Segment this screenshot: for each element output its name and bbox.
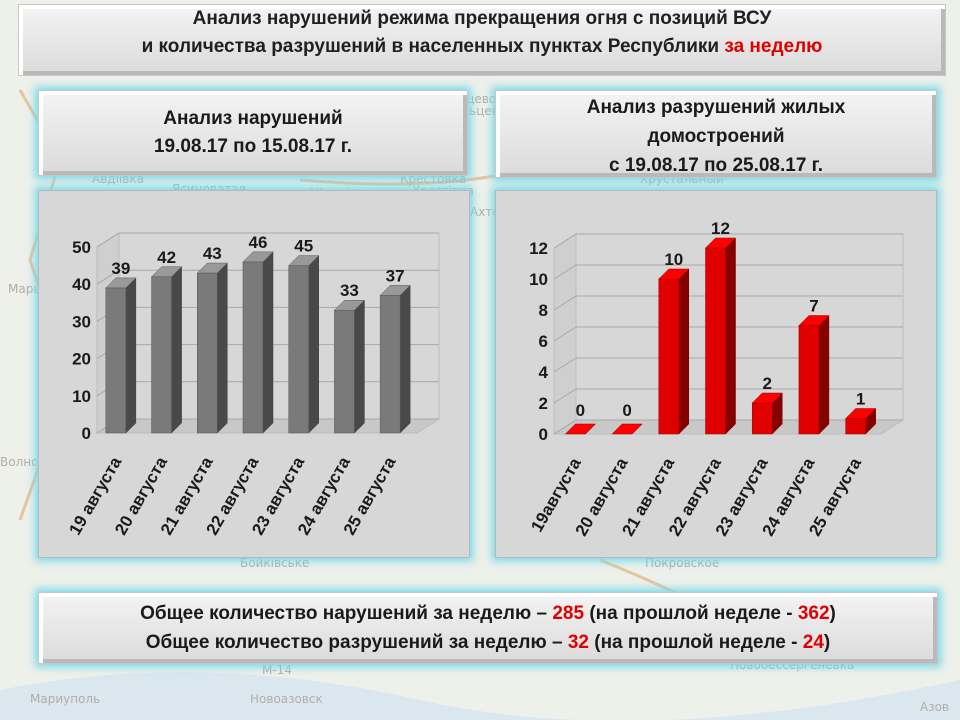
violations-subtitle-line1: Анализ нарушений xyxy=(163,108,343,129)
bar xyxy=(704,237,737,435)
data-label: 1 xyxy=(856,390,865,409)
bar xyxy=(150,266,183,434)
summary-line2-mid: (на прошлой неделе - xyxy=(588,632,803,653)
data-label: 46 xyxy=(249,233,268,252)
map-label: Мариуполь xyxy=(30,692,101,706)
gridline xyxy=(553,295,903,311)
data-label: 2 xyxy=(762,374,771,393)
violations-subtitle-line2: 19.08.17 по 15.08.17 г. xyxy=(153,136,353,157)
data-label: 45 xyxy=(294,237,313,256)
map-label: Азов xyxy=(920,700,950,714)
y-tick-label: 10 xyxy=(529,270,548,289)
y-tick-label: 20 xyxy=(72,350,91,369)
bar xyxy=(288,254,320,434)
y-tick-label: 0 xyxy=(82,424,91,443)
y-tick-label: 4 xyxy=(539,363,549,382)
destruction-subtitle-line2: домостроений xyxy=(647,126,785,147)
title-accent-text: за неделю xyxy=(724,36,823,57)
summary-line1-pre: Общее количество нарушений за неделю – xyxy=(140,603,553,624)
gridline xyxy=(553,233,903,249)
destruction-prev-total: 24 xyxy=(802,632,824,653)
gridline xyxy=(553,357,903,373)
gridline xyxy=(96,269,439,285)
destruction-subtitle-line3: с 19.08.17 по 25.08.17 г. xyxy=(609,155,823,176)
title-banner: Анализ нарушений режима прекращения огня… xyxy=(18,4,946,76)
data-label: 0 xyxy=(576,401,585,420)
destruction-total: 32 xyxy=(567,632,589,653)
violations-subtitle-box: Анализ нарушений 19.08.17 по 15.08.17 г. xyxy=(38,90,468,176)
data-label: 42 xyxy=(157,248,176,267)
data-label: 10 xyxy=(664,250,683,269)
bar xyxy=(564,423,596,435)
violations-prev-total: 362 xyxy=(797,603,830,624)
bar xyxy=(798,314,830,435)
title-line2-text: и количества разрушений в населенных пун… xyxy=(141,36,725,57)
y-tick-label: 40 xyxy=(72,275,91,294)
y-tick-label: 10 xyxy=(72,387,91,406)
bar xyxy=(751,392,783,435)
data-label: 33 xyxy=(340,281,359,300)
destruction-chart-panel: 0 2 4 6 8 10 12 0 19августа 0 20 августа 10 21 авгус… xyxy=(495,190,937,558)
data-label: 37 xyxy=(386,266,405,285)
gridline xyxy=(96,232,439,248)
destruction-subtitle-box: Анализ разрушений жилых домостроений с 1… xyxy=(495,90,937,178)
y-tick-label: 8 xyxy=(539,301,548,320)
summary-line2-end: ) xyxy=(823,632,831,653)
map-label: Новоазовск xyxy=(250,692,323,706)
bar xyxy=(658,268,690,435)
page-title-line1: Анализ нарушений режима прекращения огня… xyxy=(192,8,772,29)
summary-box: Общее количество нарушений за неделю – 2… xyxy=(38,592,938,664)
bar xyxy=(242,251,274,434)
gridline xyxy=(553,419,903,435)
map-label: М-14 xyxy=(262,663,292,677)
data-label: 7 xyxy=(809,297,818,316)
summary-line2: Общее количество разрушений за неделю – … xyxy=(39,628,937,657)
y-tick-label: 0 xyxy=(539,425,548,444)
summary-line1-end: ) xyxy=(829,603,836,624)
bar xyxy=(611,423,643,435)
y-tick-label: 30 xyxy=(72,312,91,331)
map-label: Бойківське xyxy=(240,556,310,570)
bar xyxy=(105,277,137,434)
bar xyxy=(845,407,877,435)
gridline xyxy=(553,388,903,404)
gridline xyxy=(553,326,903,342)
y-tick-label: 12 xyxy=(529,239,548,258)
data-label: 39 xyxy=(111,259,130,278)
bar xyxy=(333,299,366,434)
violations-chart-panel: 0 10 20 30 40 50 39 19 августа 42 20 августа 43 21 … xyxy=(38,190,470,558)
gridline xyxy=(553,264,903,280)
summary-line1: Общее количество нарушений за неделю – 2… xyxy=(39,599,937,628)
y-tick-label: 50 xyxy=(72,238,91,257)
summary-line1-mid: (на прошлой неделе - xyxy=(584,603,798,624)
page-title-line2: и количества разрушений в населенных пун… xyxy=(19,33,945,61)
bar xyxy=(379,284,411,434)
bar xyxy=(196,262,228,434)
summary-line2-pre: Общее количество разрушений за неделю – xyxy=(145,632,568,653)
data-label: 43 xyxy=(203,244,222,263)
destruction-subtitle-line1: Анализ разрушений жилых xyxy=(586,97,846,118)
map-label: Покровское xyxy=(645,556,720,570)
y-tick-label: 2 xyxy=(539,394,548,413)
violations-total: 285 xyxy=(552,603,585,624)
data-label: 12 xyxy=(711,219,730,238)
y-tick-label: 6 xyxy=(539,332,548,351)
data-label: 0 xyxy=(622,401,631,420)
